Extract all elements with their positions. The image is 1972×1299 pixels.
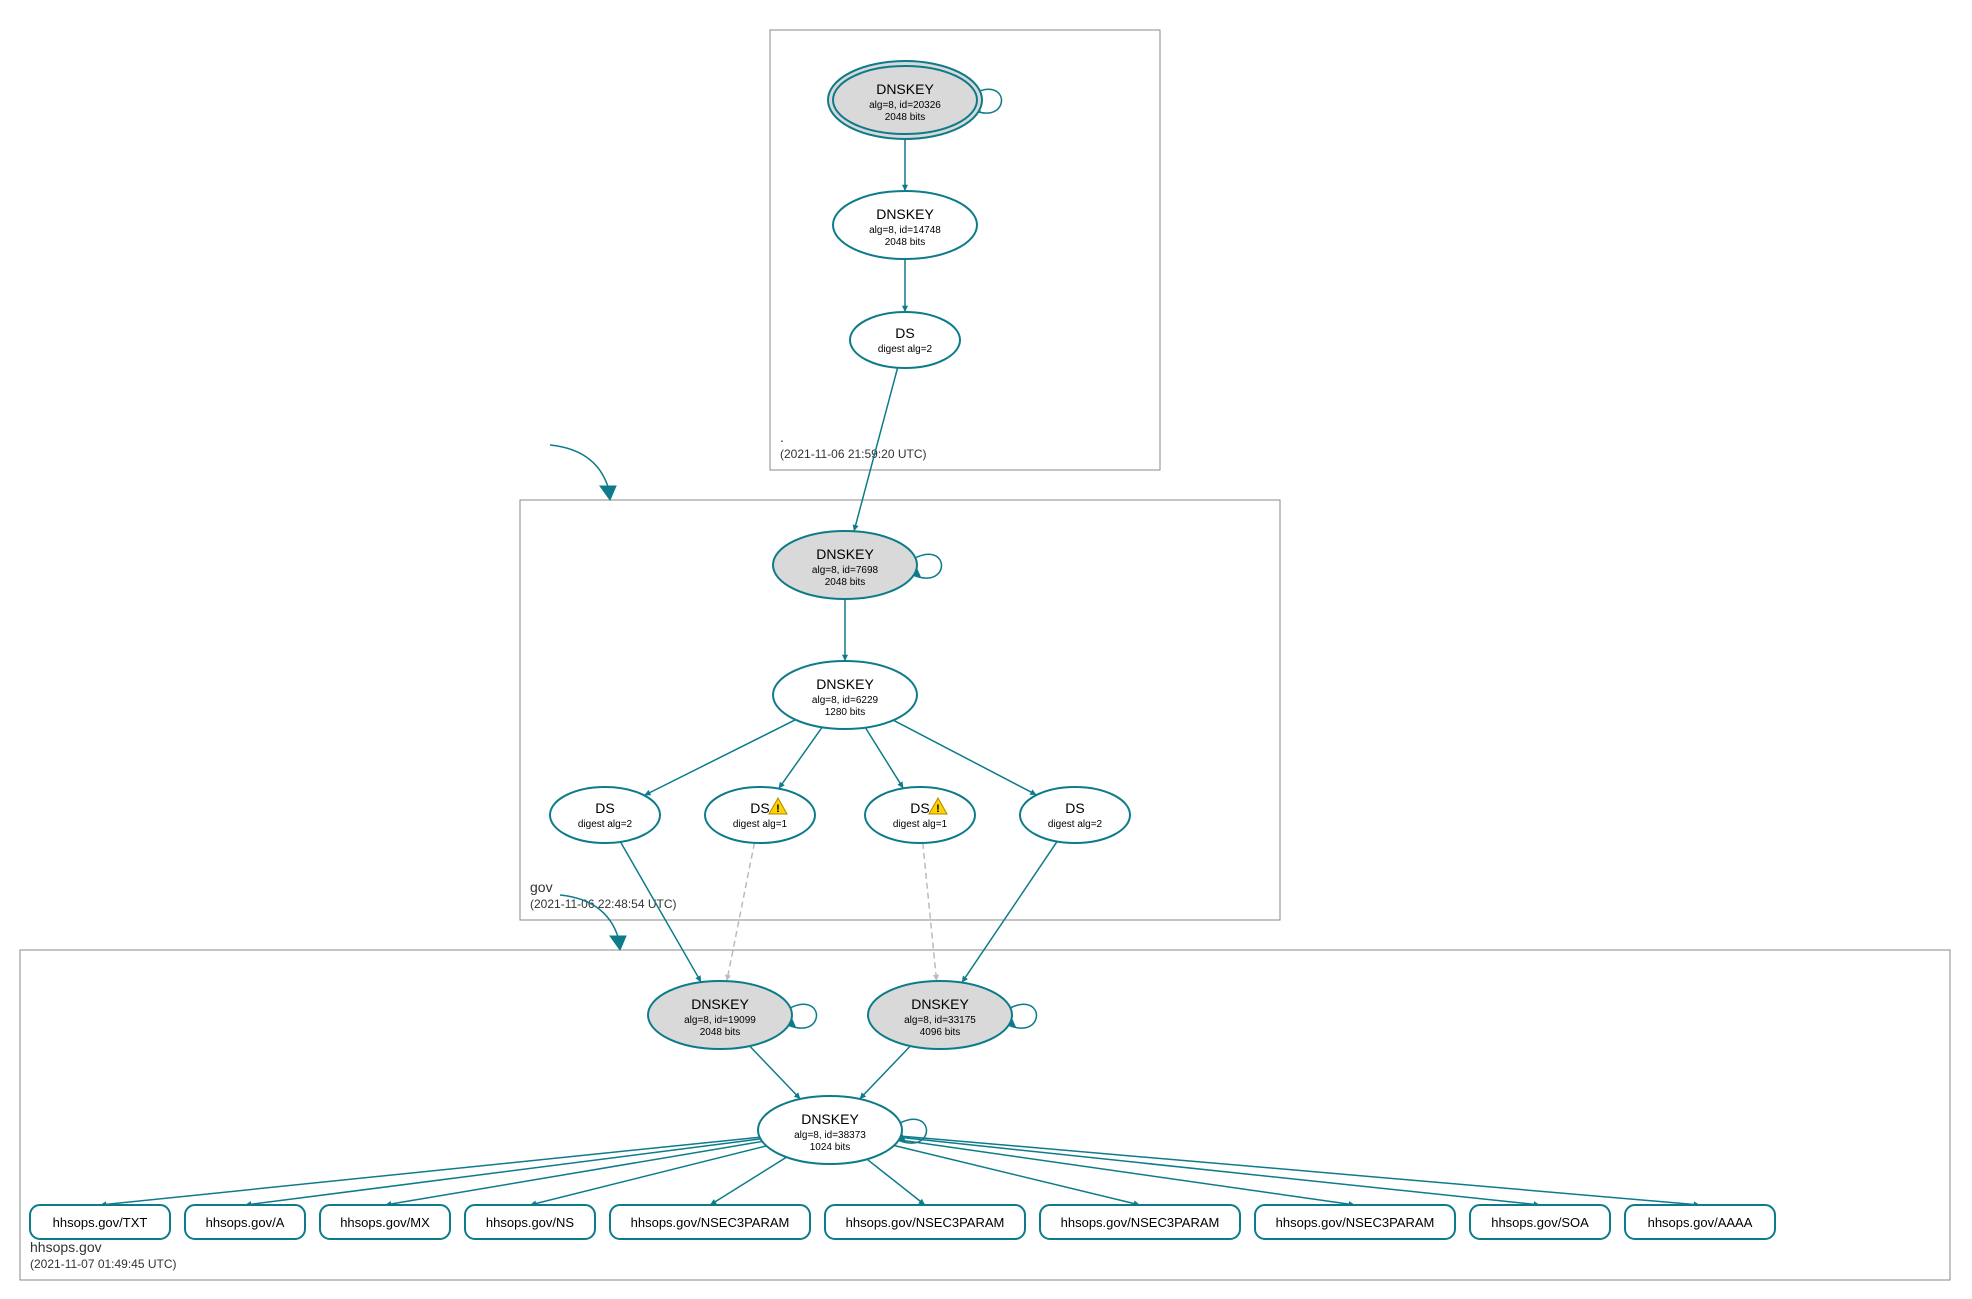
edge bbox=[899, 1140, 1355, 1205]
svg-text:(2021-11-06 21:59:20 UTC): (2021-11-06 21:59:20 UTC) bbox=[780, 447, 927, 461]
svg-text:alg=8, id=14748: alg=8, id=14748 bbox=[869, 225, 941, 236]
edge bbox=[710, 1157, 787, 1205]
rrset-rr_ns: hhsops.gov/NS bbox=[465, 1205, 595, 1239]
rrset-rr_n3p3: hhsops.gov/NSEC3PARAM bbox=[1040, 1205, 1240, 1239]
rrset-rr_soa: hhsops.gov/SOA bbox=[1470, 1205, 1610, 1239]
rrset-rr_aaaa: hhsops.gov/AAAA bbox=[1625, 1205, 1775, 1239]
svg-text:DNSKEY: DNSKEY bbox=[876, 81, 934, 97]
svg-text:alg=8, id=33175: alg=8, id=33175 bbox=[904, 1015, 976, 1026]
svg-text:2048 bits: 2048 bits bbox=[885, 112, 926, 123]
svg-text:2048 bits: 2048 bits bbox=[700, 1027, 741, 1038]
edge bbox=[727, 843, 755, 981]
svg-text:hhsops.gov/NSEC3PARAM: hhsops.gov/NSEC3PARAM bbox=[1061, 1215, 1220, 1230]
svg-text:1024 bits: 1024 bits bbox=[810, 1142, 851, 1153]
svg-text:hhsops.gov/TXT: hhsops.gov/TXT bbox=[53, 1215, 148, 1230]
svg-text:DS: DS bbox=[595, 800, 614, 816]
node-root_ksk: DNSKEY alg=8, id=203262048 bits bbox=[828, 61, 982, 139]
svg-text:hhsops.gov/A: hhsops.gov/A bbox=[206, 1215, 285, 1230]
svg-text:DNSKEY: DNSKEY bbox=[911, 996, 969, 1012]
node-root_zsk: DNSKEY alg=8, id=147482048 bits bbox=[833, 191, 977, 259]
svg-text:hhsops.gov/AAAA: hhsops.gov/AAAA bbox=[1648, 1215, 1753, 1230]
svg-text:digest alg=1: digest alg=1 bbox=[893, 819, 948, 830]
edge bbox=[100, 1137, 760, 1205]
edge bbox=[620, 842, 701, 982]
svg-text:2048 bits: 2048 bits bbox=[885, 237, 926, 248]
svg-text:DNSKEY: DNSKEY bbox=[816, 676, 874, 692]
svg-text:DNSKEY: DNSKEY bbox=[801, 1111, 859, 1127]
svg-text:alg=8, id=38373: alg=8, id=38373 bbox=[794, 1130, 866, 1141]
edge bbox=[385, 1141, 762, 1205]
rrset-rr_txt: hhsops.gov/TXT bbox=[30, 1205, 170, 1239]
svg-text:digest alg=2: digest alg=2 bbox=[1048, 819, 1103, 830]
node-hh_ksk2: DNSKEY alg=8, id=331754096 bits bbox=[868, 981, 1012, 1049]
node-gov_ds2: DS digest alg=1! bbox=[705, 787, 815, 843]
svg-text:DNSKEY: DNSKEY bbox=[816, 546, 874, 562]
node-gov_ds1: DS digest alg=2 bbox=[550, 787, 660, 843]
edge bbox=[962, 841, 1057, 982]
rrset-rr_n3p1: hhsops.gov/NSEC3PARAM bbox=[610, 1205, 810, 1239]
svg-text:!: ! bbox=[936, 803, 940, 815]
node-gov_ksk: DNSKEY alg=8, id=76982048 bits bbox=[773, 531, 917, 599]
svg-text:1280 bits: 1280 bits bbox=[825, 707, 866, 718]
edge bbox=[867, 1159, 925, 1205]
svg-text:digest alg=2: digest alg=2 bbox=[878, 344, 933, 355]
edge bbox=[893, 720, 1036, 795]
svg-text:hhsops.gov/NSEC3PARAM: hhsops.gov/NSEC3PARAM bbox=[631, 1215, 790, 1230]
svg-text:DS: DS bbox=[910, 800, 929, 816]
svg-text:digest alg=2: digest alg=2 bbox=[578, 819, 633, 830]
rrset-rr_n3p4: hhsops.gov/NSEC3PARAM bbox=[1255, 1205, 1455, 1239]
svg-text:hhsops.gov: hhsops.gov bbox=[30, 1239, 102, 1255]
svg-text:!: ! bbox=[776, 803, 780, 815]
edge bbox=[644, 720, 795, 796]
rrset-rr_n3p2: hhsops.gov/NSEC3PARAM bbox=[825, 1205, 1025, 1239]
node-hh_ksk1: DNSKEY alg=8, id=190992048 bits bbox=[648, 981, 792, 1049]
svg-text:DNSKEY: DNSKEY bbox=[876, 206, 934, 222]
edge bbox=[779, 727, 823, 788]
edge bbox=[894, 1146, 1140, 1205]
edge bbox=[900, 1137, 1540, 1205]
svg-text:hhsops.gov/NSEC3PARAM: hhsops.gov/NSEC3PARAM bbox=[1276, 1215, 1435, 1230]
edge bbox=[530, 1146, 766, 1205]
svg-text:DS: DS bbox=[1065, 800, 1084, 816]
svg-text:alg=8, id=7698: alg=8, id=7698 bbox=[812, 565, 879, 576]
svg-text:DS: DS bbox=[895, 325, 914, 341]
svg-text:.: . bbox=[780, 429, 784, 445]
svg-text:hhsops.gov/NS: hhsops.gov/NS bbox=[486, 1215, 574, 1230]
node-gov_ds3: DS digest alg=1! bbox=[865, 787, 975, 843]
svg-text:DS: DS bbox=[750, 800, 769, 816]
svg-text:alg=8, id=6229: alg=8, id=6229 bbox=[812, 695, 879, 706]
svg-text:2048 bits: 2048 bits bbox=[825, 577, 866, 588]
edge bbox=[750, 1046, 801, 1099]
node-gov_ds4: DS digest alg=2 bbox=[1020, 787, 1130, 843]
svg-text:gov: gov bbox=[530, 879, 553, 895]
svg-text:alg=8, id=19099: alg=8, id=19099 bbox=[684, 1015, 756, 1026]
edge bbox=[923, 843, 937, 981]
svg-text:4096 bits: 4096 bits bbox=[920, 1027, 961, 1038]
svg-text:hhsops.gov/SOA: hhsops.gov/SOA bbox=[1491, 1215, 1589, 1230]
svg-text:digest alg=1: digest alg=1 bbox=[733, 819, 788, 830]
node-root_ds: DS digest alg=2 bbox=[850, 312, 960, 368]
rrset-rr_mx: hhsops.gov/MX bbox=[320, 1205, 450, 1239]
svg-text:(2021-11-06 22:48:54 UTC): (2021-11-06 22:48:54 UTC) bbox=[530, 897, 677, 911]
svg-text:(2021-11-07 01:49:45 UTC): (2021-11-07 01:49:45 UTC) bbox=[30, 1257, 177, 1271]
svg-text:alg=8, id=20326: alg=8, id=20326 bbox=[869, 100, 941, 111]
dnssec-diagram: . (2021-11-06 21:59:20 UTC) gov (2021-11-06… bbox=[0, 0, 1972, 1299]
node-gov_zsk: DNSKEY alg=8, id=62291280 bits bbox=[773, 661, 917, 729]
svg-text:hhsops.gov/MX: hhsops.gov/MX bbox=[340, 1215, 430, 1230]
node-hh_zsk: DNSKEY alg=8, id=383731024 bits bbox=[758, 1096, 902, 1164]
rrset-rr_a: hhsops.gov/A bbox=[185, 1205, 305, 1239]
svg-text:DNSKEY: DNSKEY bbox=[691, 996, 749, 1012]
edge bbox=[865, 728, 903, 789]
svg-text:hhsops.gov/NSEC3PARAM: hhsops.gov/NSEC3PARAM bbox=[846, 1215, 1005, 1230]
edge bbox=[901, 1136, 1700, 1205]
edge bbox=[245, 1139, 761, 1205]
edge bbox=[860, 1046, 911, 1099]
